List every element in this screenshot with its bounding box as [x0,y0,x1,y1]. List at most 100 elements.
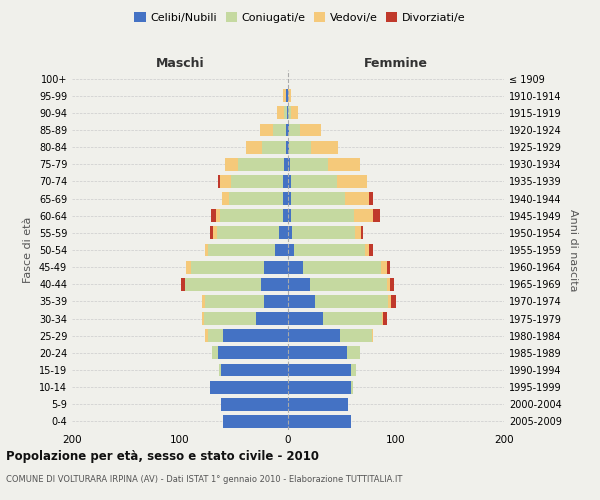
Bar [264,260,288,274]
Bar [340,330,372,342]
Bar [288,312,323,325]
Bar [220,210,283,222]
Bar [345,192,369,205]
Bar [280,226,288,239]
Bar [262,140,286,153]
Bar [337,175,367,188]
Bar [288,140,289,153]
Bar [315,295,388,308]
Bar [288,295,315,308]
Bar [277,106,284,120]
Bar [202,312,204,325]
Bar [382,312,383,325]
Bar [210,380,288,394]
Bar [288,124,289,136]
Bar [381,260,388,274]
Bar [218,175,220,188]
Bar [220,175,231,188]
Bar [288,244,295,256]
Bar [284,158,288,170]
Bar [311,140,338,153]
Bar [256,312,288,325]
Bar [215,210,220,222]
Bar [283,90,286,102]
Bar [288,158,290,170]
Bar [355,226,361,239]
Bar [369,244,373,256]
Bar [185,278,261,290]
Y-axis label: Fasce di età: Fasce di età [23,217,33,283]
Bar [365,244,369,256]
Bar [205,330,208,342]
Bar [288,106,291,120]
Legend: Celibi/Nubili, Coniugati/e, Vedovi/e, Divorziati/e: Celibi/Nubili, Coniugati/e, Vedovi/e, Di… [130,8,470,28]
Bar [208,244,275,256]
Bar [260,124,273,136]
Bar [217,226,280,239]
Bar [383,312,388,325]
Bar [283,175,288,188]
Bar [191,260,264,274]
Bar [291,210,354,222]
Bar [288,278,310,290]
Bar [354,210,373,222]
Bar [295,244,365,256]
Bar [388,260,389,274]
Bar [221,398,288,410]
Text: Popolazione per età, sesso e stato civile - 2010: Popolazione per età, sesso e stato civil… [6,450,319,463]
Bar [286,90,288,102]
Bar [328,158,361,170]
Bar [288,398,349,410]
Bar [303,260,381,274]
Bar [388,278,389,290]
Bar [219,364,221,376]
Bar [229,192,283,205]
Bar [223,330,288,342]
Bar [350,364,356,376]
Text: Femmine: Femmine [364,57,428,70]
Bar [288,175,291,188]
Bar [283,210,288,222]
Bar [261,278,288,290]
Bar [389,278,394,290]
Bar [288,415,350,428]
Bar [288,380,350,394]
Bar [291,106,298,120]
Bar [372,330,373,342]
Bar [347,346,361,360]
Bar [288,364,350,376]
Bar [273,124,286,136]
Bar [289,124,300,136]
Bar [286,124,288,136]
Bar [214,226,217,239]
Bar [361,226,362,239]
Bar [264,295,288,308]
Y-axis label: Anni di nascita: Anni di nascita [568,209,578,291]
Bar [323,312,382,325]
Bar [292,226,355,239]
Bar [202,295,205,308]
Bar [211,210,215,222]
Bar [288,260,303,274]
Bar [369,192,373,205]
Bar [288,330,340,342]
Bar [388,295,391,308]
Bar [205,295,264,308]
Bar [238,158,284,170]
Bar [289,140,311,153]
Bar [204,312,256,325]
Bar [275,244,288,256]
Bar [205,244,208,256]
Bar [300,124,322,136]
Text: COMUNE DI VOLTURARA IRPINA (AV) - Dati ISTAT 1° gennaio 2010 - Elaborazione TUTT: COMUNE DI VOLTURARA IRPINA (AV) - Dati I… [6,475,403,484]
Bar [222,192,229,205]
Bar [288,226,292,239]
Bar [288,346,347,360]
Bar [391,295,396,308]
Bar [291,192,345,205]
Bar [290,158,328,170]
Bar [287,106,288,120]
Bar [208,330,223,342]
Bar [286,140,288,153]
Bar [373,210,380,222]
